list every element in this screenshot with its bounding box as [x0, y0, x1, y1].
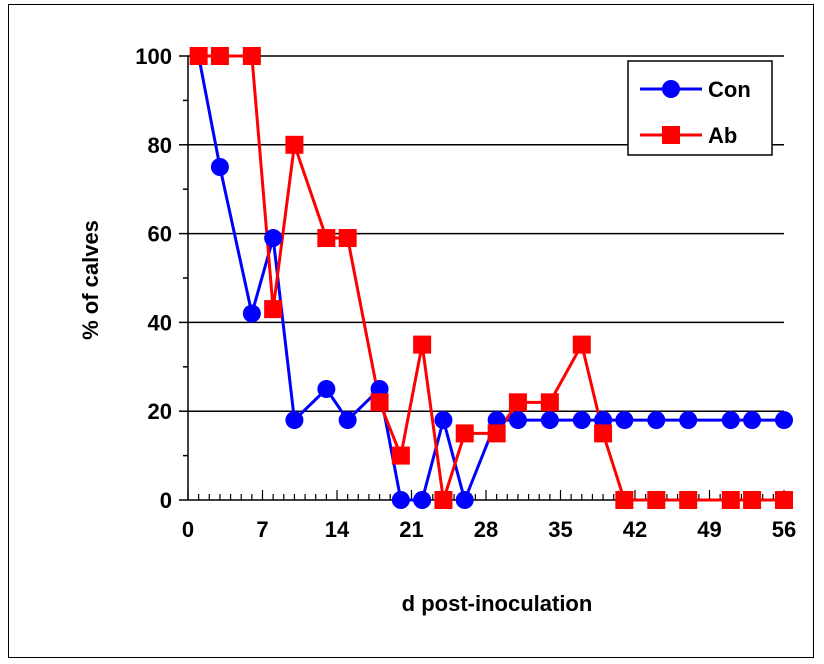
point-ab	[679, 491, 698, 509]
point-con	[540, 411, 559, 430]
point-ab	[594, 424, 613, 443]
x-tick-label: 56	[772, 517, 796, 542]
point-ab	[508, 393, 527, 412]
legend-label: Con	[708, 77, 751, 102]
point-ab	[242, 47, 261, 65]
legend-item-con: Con	[640, 77, 751, 102]
point-con	[572, 411, 591, 430]
legend: Con Ab	[627, 60, 773, 156]
point-con	[264, 229, 283, 248]
point-con	[434, 411, 453, 430]
point-con	[508, 411, 527, 430]
legend-items: Con Ab	[640, 77, 751, 148]
point-ab	[572, 335, 591, 354]
point-ab	[317, 229, 336, 248]
series-group	[189, 47, 793, 509]
point-ab	[455, 424, 474, 443]
x-tick-label: 0	[182, 517, 194, 542]
x-tick-label: 42	[623, 517, 647, 542]
point-ab	[285, 135, 304, 154]
point-con	[662, 80, 680, 98]
point-ab	[487, 424, 506, 443]
point-con	[775, 411, 793, 430]
point-ab	[338, 229, 357, 248]
point-con	[743, 411, 762, 430]
x-tick-label: 14	[325, 517, 350, 542]
point-ab	[413, 335, 432, 354]
point-ab	[370, 393, 389, 412]
point-ab	[615, 491, 634, 509]
y-tick-label: 20	[148, 399, 172, 424]
point-con	[210, 158, 229, 176]
y-tick-label: 0	[160, 488, 172, 513]
point-con	[721, 411, 740, 430]
y-tick-label: 100	[135, 44, 172, 69]
x-tick-label: 49	[697, 517, 721, 542]
x-tick-label: 28	[474, 517, 498, 542]
point-ab	[743, 491, 762, 509]
point-ab	[434, 491, 453, 509]
point-con	[455, 491, 474, 509]
legend-item-ab: Ab	[640, 123, 737, 148]
markers-ab	[189, 47, 793, 509]
x-tick-labels: 0 7 14 21 28 35 42 49 56	[182, 517, 796, 542]
point-ab	[210, 47, 229, 65]
point-ab	[264, 300, 283, 319]
point-con	[679, 411, 698, 430]
point-con	[338, 411, 357, 430]
point-ab	[662, 126, 680, 144]
point-con	[285, 411, 304, 430]
point-ab	[540, 393, 559, 412]
point-con	[413, 491, 432, 509]
point-ab	[189, 47, 208, 65]
axes	[179, 55, 785, 501]
y-tick-label: 60	[148, 222, 172, 247]
y-tick-labels: 0 20 40 60 80 100	[135, 44, 172, 513]
y-tick-label: 40	[148, 310, 172, 335]
point-ab	[647, 491, 666, 509]
point-ab	[391, 446, 410, 465]
x-axis-title: d post-inoculation	[402, 591, 593, 616]
markers-con	[189, 47, 793, 509]
y-tick-label: 80	[148, 133, 172, 158]
chart-frame	[8, 4, 814, 658]
point-con	[647, 411, 666, 430]
x-tick-label: 21	[399, 517, 423, 542]
point-ab	[775, 491, 793, 509]
legend-box	[627, 60, 773, 156]
point-con	[317, 380, 336, 398]
point-ab	[721, 491, 740, 509]
y-axis-title: % of calves	[78, 220, 103, 340]
point-con	[615, 411, 634, 430]
x-tick-label: 35	[548, 517, 572, 542]
point-con	[242, 304, 261, 323]
legend-label: Ab	[708, 123, 737, 148]
x-tick-label: 7	[256, 517, 268, 542]
point-con	[391, 491, 410, 509]
